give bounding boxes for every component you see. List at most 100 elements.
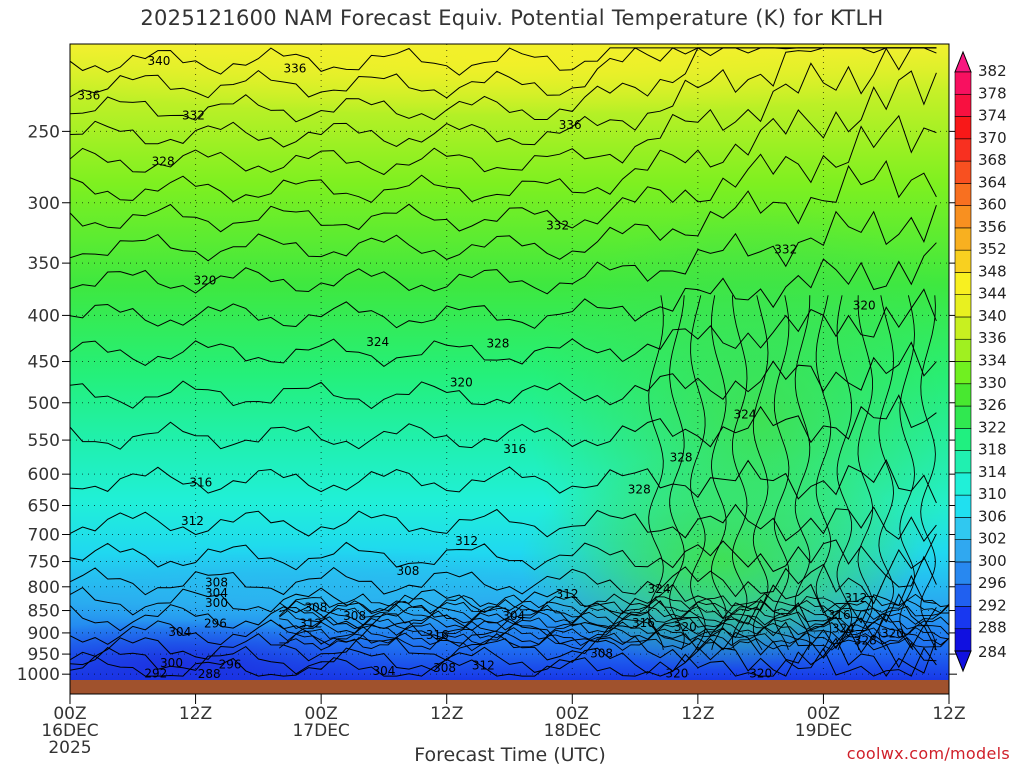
colorbar-swatch xyxy=(954,294,972,318)
y-tick-label: 800 xyxy=(28,578,60,598)
colorbar-label: 378 xyxy=(978,84,1007,102)
colorbar-bottom-arrow xyxy=(954,650,972,673)
contour-line-column xyxy=(773,295,790,651)
contour-label: 316 xyxy=(426,628,449,642)
contour-line xyxy=(70,205,937,295)
contour-label: 328 xyxy=(152,155,175,169)
colorbar-swatch xyxy=(954,160,972,184)
contour-label: 308 xyxy=(590,646,613,660)
colorbar-swatch xyxy=(954,205,972,229)
contour-line xyxy=(70,159,937,262)
x-tick-label: 12Z xyxy=(932,704,965,724)
y-tick-label: 600 xyxy=(28,465,60,485)
contour-line-lowlevel xyxy=(279,631,949,647)
contour-line-column xyxy=(899,295,915,651)
contour-label: 320 xyxy=(881,626,904,640)
colorbar-label: 318 xyxy=(978,441,1007,459)
y-tick-label: 450 xyxy=(28,353,60,373)
colorbar-label: 306 xyxy=(978,507,1007,525)
x-tick-label: 12Z xyxy=(179,704,212,724)
contour-line xyxy=(70,627,937,669)
colorbar-label: 348 xyxy=(978,262,1007,280)
contour-line xyxy=(70,242,937,329)
contour-label: 312 xyxy=(844,591,867,605)
contour-label: 312 xyxy=(472,658,495,672)
colorbar-label: 296 xyxy=(978,574,1007,592)
y-axis: 2503003504004505005506006507007508008509… xyxy=(17,122,957,685)
contour-line-lowlevel xyxy=(279,592,949,610)
contour-label: 304 xyxy=(502,609,525,623)
colorbar-label: 356 xyxy=(978,218,1007,236)
colorbar-label: 368 xyxy=(978,151,1007,169)
y-tick-label: 500 xyxy=(28,394,60,414)
colorbar-swatch xyxy=(954,494,972,518)
contour-label: 320 xyxy=(749,666,772,680)
contour-label: 336 xyxy=(284,62,307,76)
contour-label: 288 xyxy=(198,667,221,681)
contour-label: 324 xyxy=(648,582,671,596)
contour-line-column xyxy=(690,295,706,651)
contour-label: 320 xyxy=(853,298,876,312)
x-tick-label: 17DEC xyxy=(292,721,349,741)
contour-line-lowlevel xyxy=(279,626,949,642)
contour-label: 304 xyxy=(372,664,395,678)
contour-line-column xyxy=(711,295,727,651)
contour-line xyxy=(70,114,937,233)
x-tick-label: 2025 xyxy=(48,738,91,758)
x-axis-label: Forecast Time (UTC) xyxy=(414,744,606,766)
contour-line-column xyxy=(857,295,874,650)
contour-line-lowlevel xyxy=(278,604,949,621)
contour-label: 336 xyxy=(559,118,582,132)
colorbar-label: 382 xyxy=(978,62,1007,80)
x-tick-label: 16DEC xyxy=(41,721,98,741)
credit-link[interactable]: coolwx.com/models xyxy=(846,744,1010,763)
contour-line xyxy=(70,613,937,651)
x-tick-label: 12Z xyxy=(681,704,714,724)
chart-title: 2025121600 NAM Forecast Equiv. Potential… xyxy=(140,6,884,30)
colorbar-label: 364 xyxy=(978,173,1007,191)
colorbar-swatch xyxy=(954,249,972,273)
contour-line xyxy=(70,555,937,605)
colorbar-swatch xyxy=(954,272,972,295)
contour-label: 332 xyxy=(182,108,205,122)
y-tick-label: 850 xyxy=(28,602,60,622)
y-tick-label: 950 xyxy=(28,645,60,665)
x-tick-label: 12Z xyxy=(430,704,463,724)
contour-label: 332 xyxy=(546,219,569,233)
x-tick-label: 00Z xyxy=(53,704,86,724)
y-tick-label: 550 xyxy=(28,431,60,451)
colorbar-swatch xyxy=(954,606,972,630)
contour-label: 308 xyxy=(205,575,228,589)
contour-label: 320 xyxy=(674,620,697,634)
contour-line-column xyxy=(669,295,685,651)
colorbar-swatch xyxy=(954,93,972,117)
contour-label: 316 xyxy=(189,476,212,490)
contour-label: 328 xyxy=(487,337,510,351)
colorbar-swatch xyxy=(954,71,972,95)
contour-line xyxy=(70,394,937,450)
contour-line xyxy=(70,647,937,677)
contour-label: 324 xyxy=(366,335,389,349)
y-tick-label: 250 xyxy=(28,122,60,142)
colorbar-label: 352 xyxy=(978,240,1007,258)
colorbar-swatch xyxy=(954,539,972,563)
contour-line-column xyxy=(836,295,853,651)
colorbar-label: 302 xyxy=(978,530,1007,548)
colorbar-swatch xyxy=(954,116,972,140)
y-tick-label: 300 xyxy=(28,194,60,214)
colorbar-swatch xyxy=(954,428,972,451)
contour-label: 308 xyxy=(433,661,456,675)
contour-line-column xyxy=(752,295,769,651)
colorbar-label: 370 xyxy=(978,129,1007,147)
colorbar-swatch xyxy=(954,517,972,540)
contour-line-column xyxy=(794,295,811,651)
contour-label: 312 xyxy=(455,534,478,548)
contour-line-column xyxy=(648,295,664,650)
colorbar-swatch xyxy=(954,472,972,496)
contour-label: 336 xyxy=(77,88,100,102)
contour-label: 308 xyxy=(343,609,366,623)
colorbar-swatch xyxy=(954,583,972,607)
colorbar: 284 288 292 296 300 302 306 310 314 318 322 326 330 3… xyxy=(954,50,1007,673)
